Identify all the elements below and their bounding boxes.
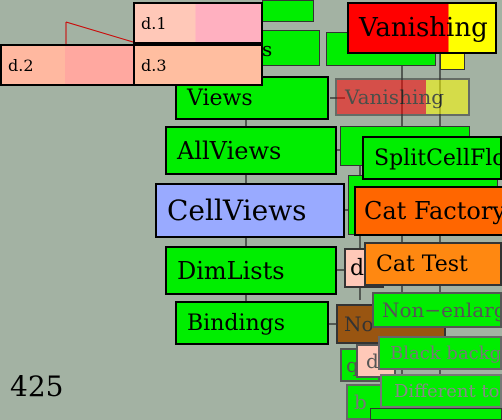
node-partial-d2-label: d <box>366 349 379 373</box>
node-vanishing-mid[interactable]: Vanishing <box>335 78 470 116</box>
cell-d1-label: d.1 <box>141 13 167 33</box>
node-cat-factory[interactable]: Cat Factory <box>354 186 502 236</box>
node-partial-d-label: d <box>350 255 365 281</box>
node-splitcellflow-label: SplitCellFlo <box>374 145 502 171</box>
cell-d3[interactable]: d.3 <box>133 44 263 86</box>
node-partial-b-label: b <box>354 390 367 414</box>
cell-d1[interactable]: d.1 <box>133 2 263 44</box>
node-vanishing-top-label: Vanishing <box>359 13 488 43</box>
node-partial-q-label: q <box>346 353 359 377</box>
node-cat-test-label: Cat Test <box>376 251 468 277</box>
node-vanishing-top[interactable]: Vanishing <box>347 2 497 54</box>
node-dimlists[interactable]: DimLists <box>165 246 337 295</box>
node-cellviews-label: CellViews <box>167 194 307 227</box>
cell-d3-label: d.3 <box>141 55 167 75</box>
node-splitcellflow[interactable]: SplitCellFlo <box>362 136 502 180</box>
node-partial-s-label: s <box>262 37 273 61</box>
node-allviews[interactable]: AllViews <box>165 126 337 175</box>
node-non-enlarg-label: Non−enlarg <box>382 298 502 322</box>
node-allviews-label: AllViews <box>177 136 282 165</box>
top-green-node-partial <box>262 0 314 22</box>
node-bindings[interactable]: Bindings <box>175 301 329 345</box>
node-different-to-label: Different to <box>394 380 500 402</box>
node-partial-s[interactable]: s <box>262 32 320 66</box>
cell-d2-label: d.2 <box>8 55 34 75</box>
node-vanishing-mid-label: Vanishing <box>345 85 445 109</box>
page-number: 425 <box>10 370 64 403</box>
cell-d2[interactable]: d.2 <box>0 44 133 86</box>
node-black-backg-label: Black backg <box>390 342 502 364</box>
node-black-backg[interactable]: Black backg <box>378 336 502 370</box>
node-cat-factory-label: Cat Factory <box>364 197 502 225</box>
node-different-to[interactable]: Different to <box>380 374 502 408</box>
node-non-enlarg[interactable]: Non−enlarg <box>372 292 502 328</box>
node-bindings-label: Bindings <box>187 310 286 336</box>
node-cat-test[interactable]: Cat Test <box>364 242 502 286</box>
node-views-label: Views <box>187 85 253 111</box>
node-dimlists-label: DimLists <box>177 256 285 285</box>
green-node-bottom-edge <box>370 408 502 420</box>
node-cellviews[interactable]: CellViews <box>155 183 345 238</box>
node-no-partial-label: No <box>344 312 374 336</box>
